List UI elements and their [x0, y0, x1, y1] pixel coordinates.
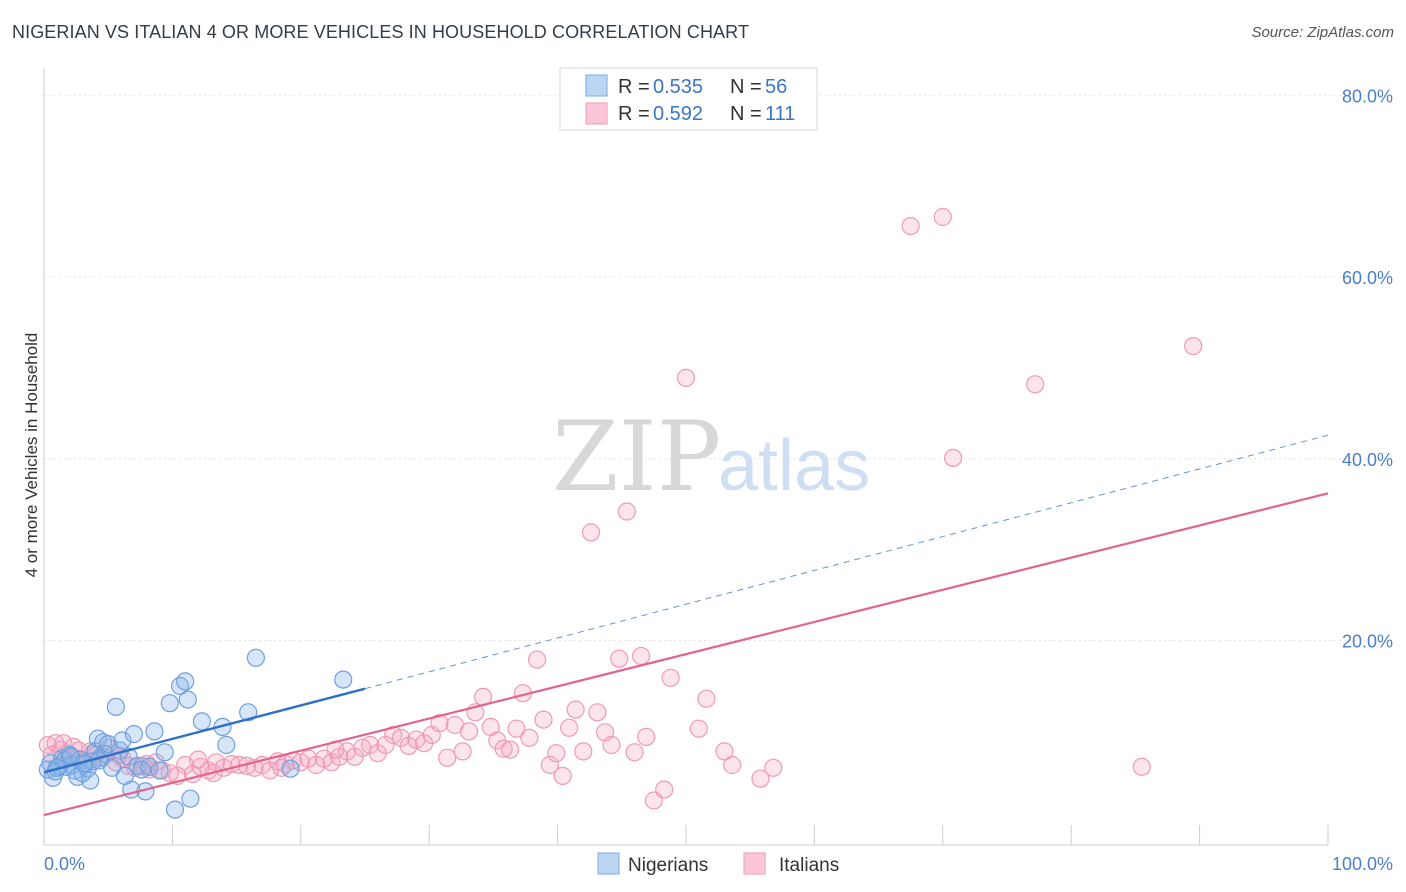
italian-point-64	[494, 739, 513, 758]
italian-point-74	[560, 718, 579, 737]
nigerian-point-38	[155, 743, 174, 762]
legend-swatch-nigerians	[585, 74, 608, 97]
y-tick-label-3: 80.0%	[1342, 86, 1393, 106]
italian-point-65	[501, 740, 520, 759]
italians-points	[38, 207, 1203, 810]
italian-point-66	[507, 719, 526, 738]
italian-point-81	[610, 649, 629, 668]
y-axis-title: 4 or more Vehicles in Household	[22, 333, 41, 578]
italian-point-55	[430, 714, 449, 733]
legend-r-label-2: R =	[618, 103, 650, 125]
italian-point-72	[547, 744, 566, 763]
italian-point-48	[376, 735, 395, 755]
italian-point-77	[581, 523, 601, 542]
legend-n-label-2: N =	[730, 103, 762, 125]
chart-title: NIGERIAN VS ITALIAN 4 OR MORE VEHICLES I…	[12, 22, 750, 42]
italian-point-107	[189, 750, 208, 769]
x-tick-labels: 0.0% 100.0%	[44, 854, 1393, 874]
nigerian-point-36	[145, 722, 164, 741]
italian-point-97	[933, 207, 952, 227]
axes	[43, 68, 1329, 846]
italian-point-58	[453, 742, 472, 761]
italian-point-83	[625, 743, 644, 762]
nigerian-point-35	[140, 757, 159, 776]
italian-point-100	[1132, 757, 1151, 776]
nigerian-point-44	[181, 789, 200, 808]
italians-trend-line	[43, 492, 1329, 817]
gridlines	[44, 94, 1392, 642]
italian-point-69	[527, 650, 547, 669]
italian-point-68	[520, 728, 539, 747]
legend-r-value-2: 0.592	[653, 103, 703, 125]
y-tick-labels: 20.0% 40.0% 60.0% 80.0%	[1342, 86, 1393, 651]
nigerian-point-51	[334, 670, 353, 689]
watermark-zip: ZIP	[552, 401, 721, 513]
italian-point-76	[574, 742, 593, 761]
italian-point-93	[723, 755, 742, 775]
y-tick-label-0: 20.0%	[1342, 632, 1393, 652]
italian-point-80	[602, 735, 621, 755]
source-label: Source: ZipAtlas.com	[1251, 24, 1394, 41]
watermark-atlas: atlas	[718, 426, 870, 506]
nigerian-point-39	[160, 694, 179, 713]
italian-point-98	[943, 448, 963, 467]
italian-point-92	[715, 742, 734, 761]
x-tick-label-0: 0.0%	[44, 854, 85, 874]
italian-point-91	[697, 689, 716, 708]
bottom-legend-swatch-italians	[743, 852, 766, 875]
nigerian-point-48	[239, 703, 258, 722]
nigerian-point-27	[113, 731, 132, 750]
bottom-legend-swatch-nigerians	[597, 852, 620, 875]
legend-r-value-1: 0.535	[653, 76, 703, 98]
italian-point-85	[637, 727, 656, 747]
nigerian-point-37	[150, 761, 169, 780]
italian-point-90	[689, 719, 708, 738]
legend-r-label-1: R =	[618, 76, 650, 98]
italian-point-33	[260, 761, 280, 780]
legend-n-label-1: N =	[730, 76, 762, 98]
nigerian-point-40	[165, 800, 185, 819]
italian-point-88	[661, 668, 680, 687]
nigerian-point-16	[81, 771, 100, 790]
italian-point-95	[764, 758, 783, 777]
italian-point-89	[676, 368, 696, 387]
italian-point-75	[566, 700, 585, 719]
nigerian-point-31	[124, 724, 143, 744]
italian-point-78	[588, 703, 607, 722]
nigerians-trend-line-extended	[364, 434, 1329, 690]
italian-point-84	[631, 646, 651, 666]
bottom-legend-label-italians: Italians	[779, 855, 839, 876]
italian-point-99	[1026, 375, 1045, 394]
legend-swatch-italians	[585, 102, 608, 125]
bottom-legend: Nigerians Italians	[597, 852, 839, 876]
italian-point-87	[655, 780, 674, 799]
top-legend: R = 0.535 N = 56 R = 0.592 N = 111	[559, 67, 818, 131]
legend-n-value-1: 56	[765, 76, 787, 98]
italian-point-94	[751, 769, 770, 788]
legend-n-value-2: 111	[765, 103, 795, 125]
nigerian-point-50	[281, 759, 300, 778]
italian-point-71	[540, 755, 560, 775]
nigerian-point-42	[176, 672, 195, 691]
y-tick-label-2: 60.0%	[1342, 268, 1393, 288]
nigerian-point-47	[217, 735, 236, 755]
nigerian-point-43	[178, 690, 197, 709]
nigerian-point-45	[192, 712, 211, 731]
nigerian-point-23	[99, 734, 118, 754]
nigerian-point-25	[106, 697, 126, 717]
italian-point-96	[901, 217, 920, 236]
italian-point-101	[1184, 337, 1203, 356]
x-tick-label-1: 100.0%	[1332, 854, 1393, 874]
trend-lines	[43, 434, 1329, 817]
y-tick-label-1: 40.0%	[1342, 450, 1393, 470]
italian-point-56	[438, 748, 457, 767]
italian-point-82	[617, 502, 637, 521]
italian-point-70	[534, 710, 553, 729]
bottom-legend-label-nigerians: Nigerians	[628, 855, 708, 876]
nigerian-point-49	[246, 648, 265, 667]
italian-point-73	[553, 766, 572, 786]
nigerians-trend-line	[43, 687, 366, 774]
italian-point-59	[459, 722, 479, 741]
